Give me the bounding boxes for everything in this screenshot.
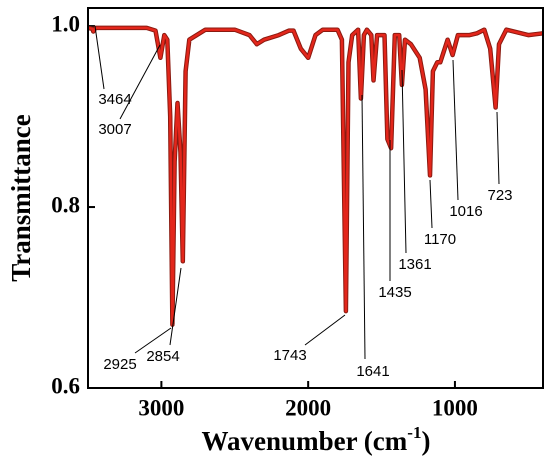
annotation-leader (94, 25, 105, 90)
annotation: 3007 (98, 121, 131, 138)
annotation: 1170 (424, 231, 456, 248)
annotation-leader (361, 94, 366, 360)
annotation: 1016 (449, 203, 482, 220)
annotation-leader (304, 314, 346, 346)
annotation-leader (496, 111, 500, 185)
spectrum-edge (87, 25, 544, 327)
annotation-leader (429, 179, 433, 229)
y-axis-label: Transmittance (6, 114, 36, 281)
x-tick-label: 2000 (285, 395, 331, 420)
annotation: 1641 (356, 363, 389, 380)
annotation: 2925 (103, 356, 136, 373)
x-axis-label: Wavenumber (cm-1) (202, 423, 431, 456)
plot-frame (87, 7, 544, 389)
annotation-leader (169, 267, 182, 346)
annotation: 1743 (273, 347, 306, 364)
y-tick-label: 0.8 (51, 192, 80, 217)
x-label-main: Wavenumber (cm (202, 426, 408, 456)
annotation-leader (119, 44, 161, 120)
x-tick-label: 1000 (432, 395, 478, 420)
annotation: 1435 (378, 284, 411, 301)
annotation-leader (401, 69, 407, 254)
x-tick-label: 3000 (138, 395, 184, 420)
spectrum-line (87, 26, 544, 326)
x-label-sup: -1 (407, 423, 421, 442)
annotation-leader (452, 59, 459, 201)
y-tick-label: 0.6 (51, 373, 80, 398)
annotation: 723 (487, 187, 512, 204)
annotation: 3464 (98, 91, 131, 108)
annotation: 2854 (146, 348, 179, 365)
annotation-leader (134, 327, 172, 354)
y-tick-label: 1.0 (51, 11, 80, 36)
annotation: 1361 (398, 256, 431, 273)
x-label-end: ) (421, 426, 430, 456)
